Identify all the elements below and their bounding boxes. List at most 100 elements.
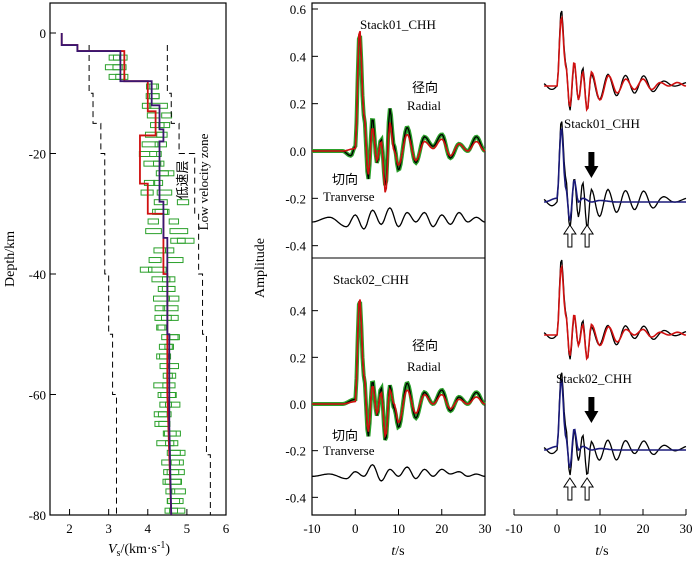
stack02-radial-en: Radial	[407, 359, 441, 374]
ensemble-model-box	[154, 305, 166, 312]
ensemble-model-box	[153, 247, 167, 254]
open-arrow-icon	[562, 224, 577, 248]
ensemble-model-box	[158, 170, 175, 177]
panel-waveforms: -10 0 10 20 30 0.6 0.4 0.2 0.0 -0.2 -0.4 0.4 0.2 0.0 -…	[253, 2, 492, 559]
time-tick-label: -10	[303, 521, 320, 536]
ensemble-model-box	[155, 170, 169, 177]
right-model-trace	[544, 377, 686, 469]
ensemble-model-box	[165, 440, 179, 447]
amp-tick-label: 0.0	[290, 144, 306, 159]
right-model-trace	[544, 264, 687, 361]
ensemble-model-box	[167, 498, 181, 505]
right-time-tick-label: 0	[554, 521, 561, 536]
radial-synthetic-trace	[312, 30, 486, 193]
ensemble-model-box	[162, 430, 181, 437]
vs-bound-line	[166, 45, 211, 515]
time-tick-label: 10	[392, 521, 405, 536]
ensemble-model-box	[159, 401, 172, 408]
ensemble-model-box	[153, 295, 170, 302]
ensemble-model-box	[170, 459, 184, 466]
stack02-title: Stack02_CHH	[333, 272, 409, 287]
right-time-tick-label: -10	[505, 521, 522, 536]
radial-synthetic-trace	[312, 299, 486, 439]
open-arrow-icon	[562, 477, 577, 501]
ensemble-model-box	[161, 276, 176, 283]
vs-axis-title: Vs/(km·s-1)	[108, 540, 170, 559]
vs-axes-ticks: 2 3 4 5 6 0 -20 -40 -60 -80	[29, 26, 230, 536]
ensemble-model-box	[138, 151, 158, 157]
low-velocity-label-en: Low velocity zone	[196, 133, 211, 230]
time-axis-title-right: t/s	[595, 544, 608, 559]
ensemble-model-box	[166, 469, 185, 476]
ensemble-model-box	[139, 266, 153, 273]
ensemble-model-box	[146, 112, 161, 119]
panel-partial-fits: -10 0 10 20 30 Stack01_CHH Stack02_CHH t/s	[505, 10, 693, 559]
ensemble-model-box	[108, 54, 121, 61]
ensemble-model-box	[169, 228, 189, 235]
stack01-transverse-cn: 切向	[332, 172, 358, 187]
vs-model-line	[60, 33, 173, 516]
ensemble-model-box	[150, 122, 165, 129]
vs-x-tick-label: 5	[184, 521, 191, 536]
ensemble-model-box	[141, 141, 159, 148]
stack01-title: Stack01_CHH	[360, 17, 436, 32]
right-stack01-label: Stack01_CHH	[564, 116, 640, 131]
depth-axis-title: Depth/km	[3, 231, 18, 287]
ensemble-model-box	[176, 199, 190, 206]
ensemble-model-box	[156, 440, 175, 447]
right-traces	[543, 10, 687, 476]
ensemble-model-box	[170, 237, 186, 244]
amp-tick-label: -0.4	[285, 490, 306, 505]
stack01-radial-en: Radial	[407, 98, 441, 113]
right-time-tick-label: 10	[594, 521, 607, 536]
right-observed-trace	[543, 121, 687, 229]
vs-plot-frame	[49, 2, 227, 516]
right-stack02-label: Stack02_CHH	[556, 371, 632, 386]
ensemble-model-box	[148, 266, 167, 273]
stack02-transverse-cn: 切向	[332, 428, 358, 443]
ensemble-model-box	[158, 343, 173, 350]
right-axis-ticks: -10 0 10 20 30	[505, 509, 693, 536]
ensemble-model-box	[156, 131, 168, 138]
panel-velocity-model: 2 3 4 5 6 0 -20 -40 -60 -80 低速层 Low velocity zone…	[3, 2, 230, 559]
time-tick-label: 30	[479, 521, 492, 536]
ensemble-model-box	[108, 73, 126, 80]
ensemble-model-box	[104, 64, 123, 71]
amp-tick-label: 0.4	[290, 49, 307, 64]
ensemble-model-box	[149, 102, 168, 109]
stack01-radial-cn: 径向	[412, 80, 438, 95]
ensemble-model-box	[148, 257, 162, 264]
ensemble-model-box	[143, 160, 162, 167]
depth-tick-label: -20	[29, 147, 46, 162]
radial-ensemble-trace	[312, 35, 487, 186]
radial-ensemble-trace	[312, 301, 486, 441]
amp-tick-label: 0.6	[290, 2, 307, 17]
depth-tick-label: -40	[29, 267, 46, 282]
depth-tick-label: -60	[29, 388, 46, 403]
vs-bound-line	[88, 45, 121, 516]
ensemble-model-box	[164, 478, 183, 485]
ensemble-model-box	[164, 401, 181, 408]
vs-search-bounds	[88, 45, 211, 516]
ensemble-model-box	[153, 199, 168, 206]
amplitude-axis-title: Amplitude	[253, 238, 268, 298]
ensemble-model-box	[156, 189, 173, 196]
ensemble-model-box	[145, 228, 162, 235]
amp-tick-label: 0.2	[290, 97, 306, 112]
stack02-transverse-en: Tranverse	[323, 443, 375, 458]
wave-traces	[311, 30, 487, 482]
ensemble-model-box	[167, 257, 184, 264]
vs-x-tick-label: 4	[145, 521, 152, 536]
vs-x-tick-label: 2	[66, 521, 73, 536]
amp-tick-label: -0.4	[285, 239, 306, 254]
time-axis-title-mid: t/s	[391, 544, 404, 559]
low-velocity-label-cn: 低速层	[175, 160, 190, 199]
vs-model-ensemble	[104, 54, 195, 514]
transverse-observed-trace	[311, 206, 486, 230]
right-model-trace	[544, 15, 687, 112]
ensemble-model-box	[161, 112, 173, 119]
right-time-tick-label: 30	[680, 521, 693, 536]
ensemble-model-box	[145, 93, 160, 100]
ensemble-model-box	[169, 507, 186, 514]
phase-arrows	[562, 152, 599, 501]
